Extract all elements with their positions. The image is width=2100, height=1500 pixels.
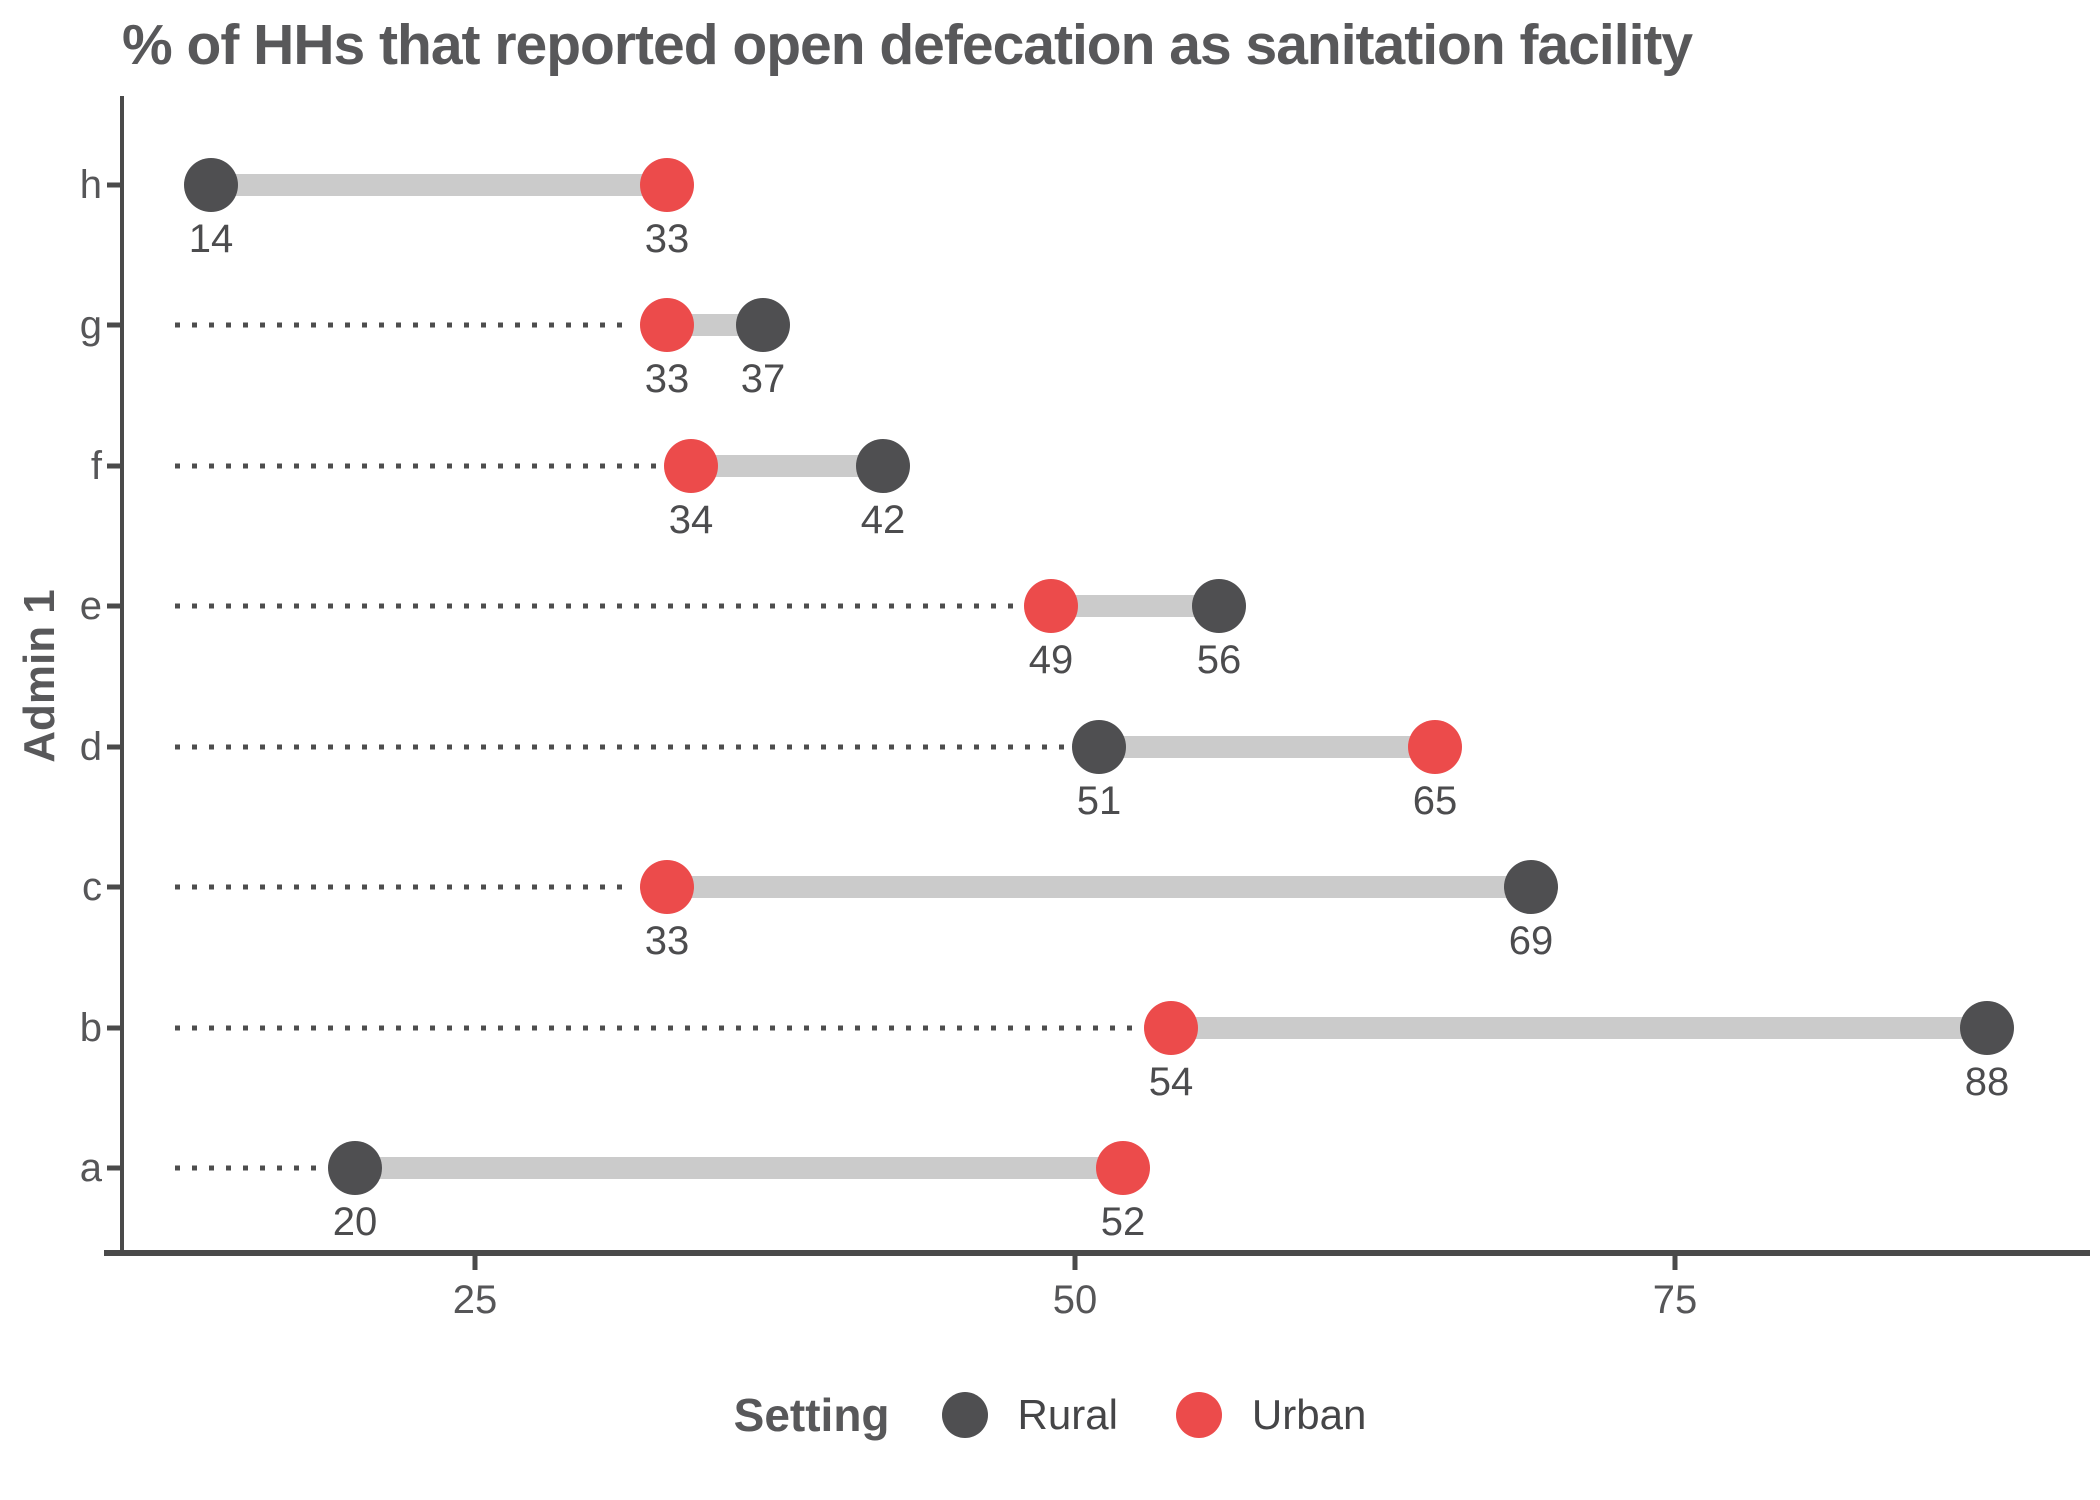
rural-dot-a (328, 1141, 382, 1195)
rural-value-d: 51 (1076, 778, 1122, 823)
legend-label-rural: Rural (1017, 1391, 1118, 1438)
y-axis-line (120, 96, 124, 1256)
y-tick-b (107, 1025, 121, 1031)
urban-dot-e (1024, 579, 1078, 634)
urban-value-h: 33 (644, 217, 690, 261)
connector-bar-c (667, 876, 1531, 899)
leader-line-b (175, 1025, 1138, 1031)
category-label-d: d (79, 724, 102, 769)
urban-value-b: 54 (1148, 1059, 1194, 1104)
category-label-f: f (90, 443, 102, 488)
legend: Setting Rural Urban (0, 1388, 2100, 1442)
connector-bar-a (355, 1157, 1123, 1179)
rural-dot-h (184, 158, 238, 212)
urban-value-c: 33 (644, 919, 690, 964)
rural-value-e: 56 (1196, 638, 1242, 683)
connector-bar-d (1099, 735, 1435, 758)
rural-dot-d (1072, 719, 1126, 774)
connector-bar-b (1171, 1016, 1987, 1039)
rural-value-g: 37 (740, 357, 786, 402)
legend-swatch-rural (941, 1392, 988, 1438)
leader-line-g (175, 322, 634, 328)
rural-dot-g (736, 298, 790, 353)
category-label-e: e (79, 584, 102, 629)
category-label-b: b (79, 1005, 102, 1050)
urban-dot-a (1096, 1141, 1150, 1195)
legend-item-rural: Rural (941, 1391, 1118, 1439)
urban-value-a: 52 (1100, 1200, 1146, 1244)
x-tick-label-75: 75 (1652, 1278, 1698, 1322)
legend-label-urban: Urban (1251, 1391, 1367, 1438)
legend-title: Setting (733, 1389, 890, 1441)
rural-value-b: 88 (1964, 1059, 2010, 1104)
rural-value-f: 42 (860, 497, 906, 542)
y-tick-e (107, 603, 121, 609)
rural-value-h: 14 (188, 217, 234, 261)
x-tick-50 (1072, 1256, 1078, 1270)
urban-value-e: 49 (1028, 638, 1074, 683)
x-tick-25 (472, 1256, 478, 1270)
connector-bar-h (211, 174, 667, 196)
category-label-a: a (79, 1146, 102, 1190)
rural-value-c: 69 (1508, 919, 1554, 964)
urban-dot-f (664, 438, 718, 493)
y-tick-g (107, 322, 121, 328)
leader-line-e (175, 603, 1018, 609)
leader-line-f (175, 463, 658, 469)
urban-dot-b (1144, 1000, 1198, 1055)
y-tick-d (107, 744, 121, 750)
y-tick-f (107, 463, 121, 469)
urban-dot-h (640, 158, 694, 212)
rural-dot-f (856, 438, 910, 493)
leader-line-c (175, 884, 634, 890)
rural-dot-b (1960, 1000, 2014, 1055)
x-tick-label-50: 50 (1052, 1278, 1098, 1322)
connector-bar-e (1051, 595, 1219, 618)
legend-items: Rural Urban (941, 1391, 1367, 1439)
leader-line-d (175, 744, 1066, 750)
urban-value-f: 34 (668, 497, 714, 542)
urban-dot-d (1408, 719, 1462, 774)
x-axis-line (104, 1250, 2090, 1256)
category-label-h: h (79, 163, 102, 207)
y-tick-a (107, 1165, 121, 1171)
urban-dot-c (640, 860, 694, 915)
chart-title: % of HHs that reported open defecation a… (122, 13, 1693, 77)
y-tick-h (107, 182, 121, 188)
rural-value-a: 20 (332, 1200, 378, 1244)
rural-dot-c (1504, 860, 1558, 915)
urban-value-d: 65 (1412, 778, 1458, 823)
urban-dot-g (640, 298, 694, 353)
urban-value-g: 33 (644, 357, 690, 402)
x-tick-75 (1672, 1256, 1678, 1270)
legend-swatch-urban (1175, 1392, 1222, 1438)
legend-item-urban: Urban (1175, 1391, 1367, 1439)
rural-dot-e (1192, 579, 1246, 634)
leader-line-a (175, 1165, 322, 1171)
connector-bar-f (691, 454, 883, 477)
category-label-c: c (82, 865, 102, 910)
y-tick-c (107, 884, 121, 890)
x-tick-label-25: 25 (452, 1278, 498, 1322)
category-label-g: g (79, 303, 102, 348)
